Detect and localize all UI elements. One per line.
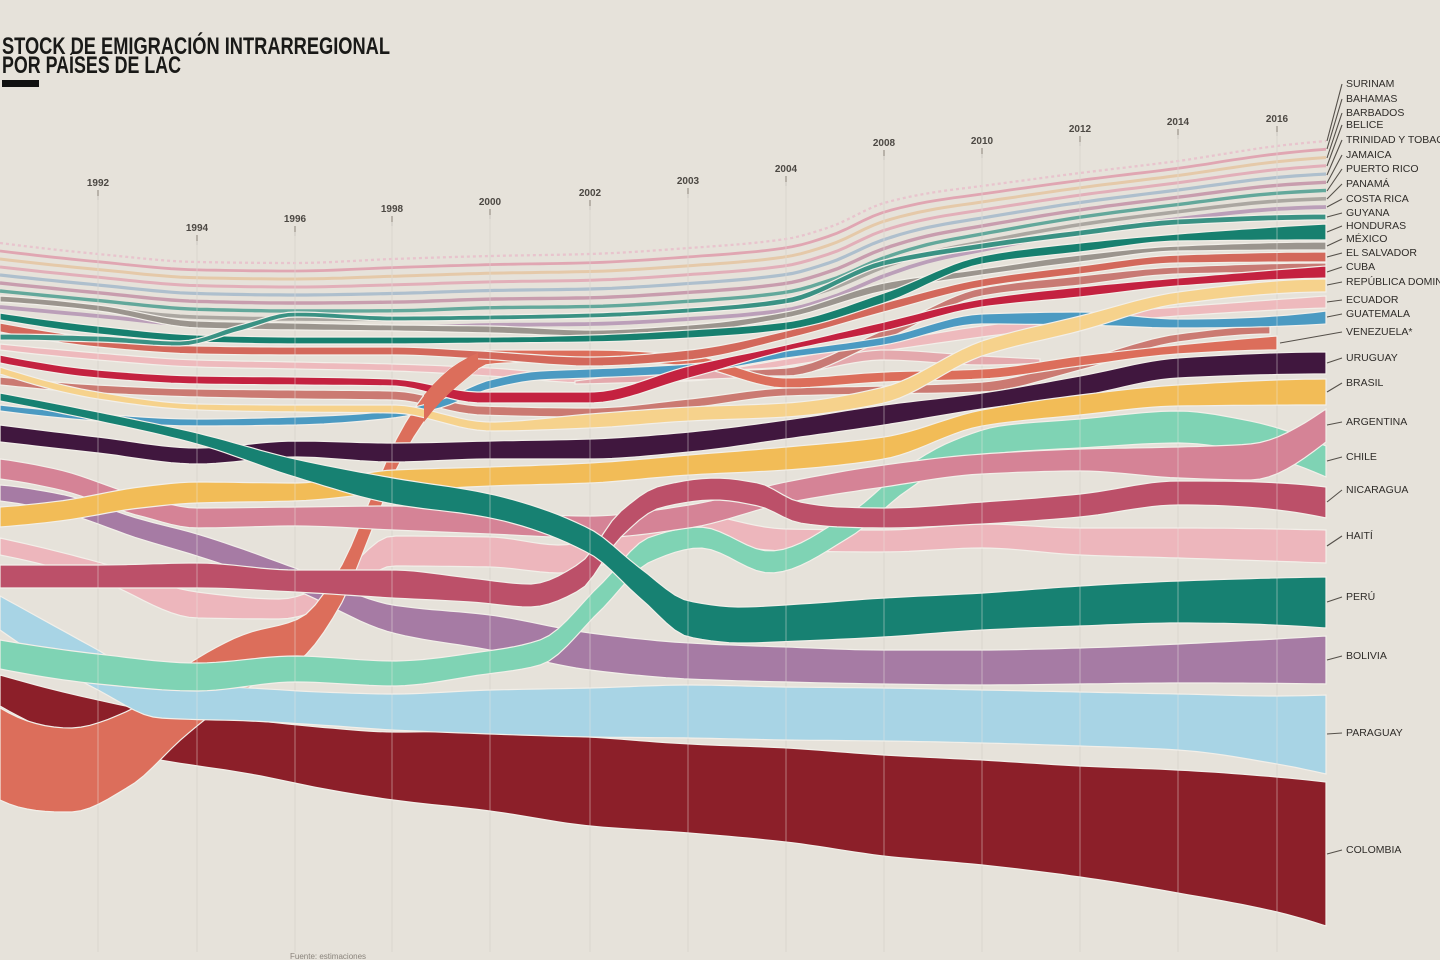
svg-text:MÉXICO: MÉXICO (1346, 232, 1387, 245)
svg-text:2010: 2010 (971, 136, 994, 147)
svg-text:1996: 1996 (284, 214, 307, 225)
svg-text:HONDURAS: HONDURAS (1346, 220, 1406, 232)
svg-text:BARBADOS: BARBADOS (1346, 107, 1404, 119)
svg-text:HAITÍ: HAITÍ (1346, 529, 1373, 542)
svg-text:2004: 2004 (775, 164, 798, 175)
svg-text:JAMAICA: JAMAICA (1346, 149, 1392, 161)
svg-text:BRASIL: BRASIL (1346, 377, 1384, 389)
svg-text:BOLIVIA: BOLIVIA (1346, 650, 1387, 662)
svg-text:CUBA: CUBA (1346, 261, 1375, 273)
svg-text:Fuente: estimaciones: Fuente: estimaciones (290, 952, 366, 960)
svg-text:STOCK DE EMIGRACIÓN INTRARREGI: STOCK DE EMIGRACIÓN INTRARREGIONAL (2, 32, 390, 60)
svg-text:1994: 1994 (186, 223, 209, 234)
svg-text:2002: 2002 (579, 188, 602, 199)
svg-text:SURINAM: SURINAM (1346, 78, 1394, 90)
svg-text:2012: 2012 (1069, 124, 1092, 135)
svg-text:REPÚBLICA DOMINICANA: REPÚBLICA DOMINICANA (1346, 275, 1440, 288)
svg-text:PARAGUAY: PARAGUAY (1346, 727, 1403, 739)
svg-text:GUATEMALA: GUATEMALA (1346, 308, 1410, 320)
svg-text:URUGUAY: URUGUAY (1346, 352, 1398, 364)
svg-text:2014: 2014 (1167, 117, 1190, 128)
svg-text:2008: 2008 (873, 138, 896, 149)
svg-text:BELICE: BELICE (1346, 119, 1383, 131)
svg-text:ARGENTINA: ARGENTINA (1346, 416, 1407, 428)
svg-text:CHILE: CHILE (1346, 451, 1377, 463)
svg-text:2000: 2000 (479, 197, 502, 208)
svg-text:2003: 2003 (677, 176, 700, 187)
svg-text:BAHAMAS: BAHAMAS (1346, 93, 1397, 105)
svg-text:PANAMÁ: PANAMÁ (1346, 177, 1390, 190)
svg-text:2016: 2016 (1266, 114, 1289, 125)
svg-text:1992: 1992 (87, 178, 110, 189)
svg-text:ECUADOR: ECUADOR (1346, 294, 1399, 306)
svg-text:NICARAGUA: NICARAGUA (1346, 484, 1408, 496)
svg-text:COSTA RICA: COSTA RICA (1346, 193, 1409, 205)
svg-text:TRINIDAD Y TOBAGO: TRINIDAD Y TOBAGO (1346, 134, 1440, 146)
svg-text:POR PAÍSES DE LAC: POR PAÍSES DE LAC (2, 51, 181, 79)
svg-text:PERÚ: PERÚ (1346, 590, 1375, 603)
svg-text:1998: 1998 (381, 204, 404, 215)
svg-text:GUYANA: GUYANA (1346, 207, 1390, 219)
svg-text:EL SALVADOR: EL SALVADOR (1346, 247, 1417, 259)
svg-text:COLOMBIA: COLOMBIA (1346, 844, 1401, 856)
svg-text:PUERTO RICO: PUERTO RICO (1346, 163, 1419, 175)
svg-text:VENEZUELA*: VENEZUELA* (1346, 326, 1413, 338)
